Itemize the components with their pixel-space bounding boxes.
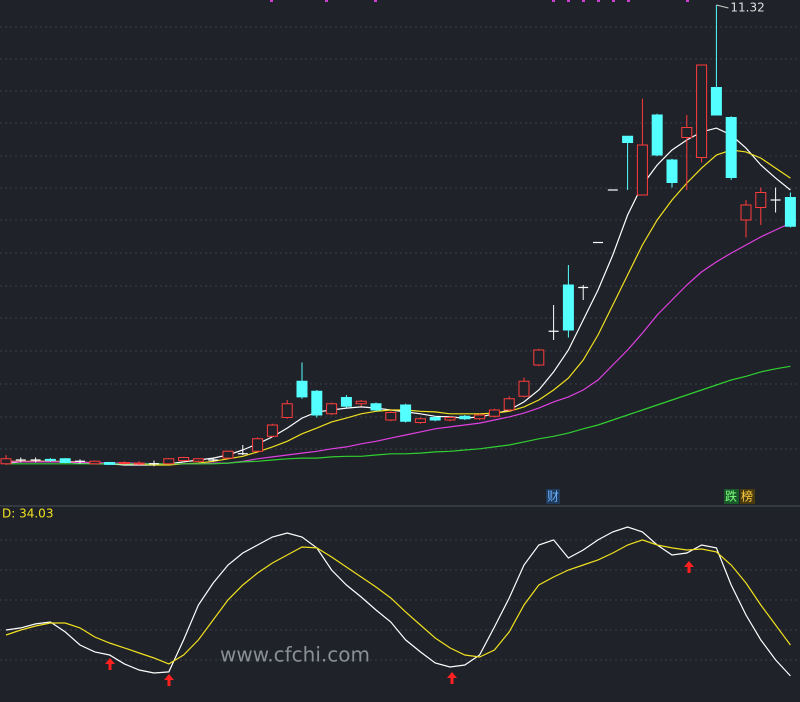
flag-box	[546, 489, 560, 504]
candle-body	[518, 380, 530, 397]
up-arrow	[105, 658, 115, 670]
candle-body	[503, 398, 515, 411]
indicator-line	[5, 526, 791, 677]
marker	[567, 0, 570, 2]
candle-body	[59, 458, 71, 463]
marker	[270, 0, 273, 2]
candle-body	[488, 409, 500, 417]
candle-body	[562, 284, 574, 331]
candle-body	[44, 458, 56, 461]
marker	[612, 0, 615, 2]
candle-body	[666, 159, 678, 183]
candle-body	[740, 204, 752, 221]
candle-body	[266, 424, 278, 437]
candle-body	[178, 457, 190, 462]
candle-body	[133, 462, 145, 465]
signal-arrows	[105, 561, 694, 686]
flag-box	[724, 489, 739, 504]
candle-body	[192, 458, 204, 462]
candle-body	[281, 403, 293, 418]
candle-body	[622, 135, 634, 143]
candle-body	[118, 462, 130, 464]
max-label: 11.32	[730, 1, 764, 15]
watermark: www.cfchi.com	[220, 643, 370, 667]
max-pointer	[716, 4, 729, 9]
marker	[627, 0, 630, 2]
candle-body	[296, 380, 308, 398]
marker	[686, 0, 689, 2]
flag: 榜	[741, 489, 753, 504]
candle-body	[104, 462, 116, 465]
up-arrow	[164, 674, 174, 686]
grid	[0, 26, 800, 661]
candle-body	[755, 192, 767, 208]
candle-body	[222, 450, 234, 459]
candle-body	[710, 87, 722, 116]
candle-body	[784, 197, 796, 227]
candle-body	[651, 114, 663, 156]
candle-body	[89, 460, 101, 465]
candle-body	[696, 64, 708, 158]
flag: 财	[547, 490, 559, 504]
candle-body	[636, 144, 648, 196]
candle-body	[474, 414, 486, 420]
candle-body	[385, 412, 397, 421]
flag-box	[740, 489, 755, 504]
flag: 跌	[725, 489, 737, 504]
candle-body	[533, 349, 545, 366]
candle-body	[326, 403, 338, 415]
candle-body	[355, 400, 367, 405]
candle-body	[163, 458, 175, 465]
marker	[597, 0, 600, 2]
indicator-label: D: 34.03	[2, 507, 53, 521]
candle-body	[725, 117, 737, 178]
up-arrow	[684, 561, 694, 573]
top-markers	[270, 0, 689, 2]
candle-body	[429, 417, 441, 421]
up-arrow	[447, 672, 457, 684]
marker	[374, 0, 377, 2]
indicator-line	[5, 539, 791, 665]
candle-body	[444, 417, 456, 421]
candle-body	[681, 127, 693, 138]
marker	[325, 0, 328, 2]
candle-body	[311, 390, 323, 416]
candle-body	[340, 397, 352, 407]
flags: 财 跌 榜	[546, 489, 755, 504]
marker	[552, 0, 555, 2]
candle-body	[370, 403, 382, 411]
moving-average-line	[5, 127, 791, 466]
candle-body	[252, 438, 264, 452]
marker	[582, 0, 585, 2]
candle-body	[0, 458, 12, 465]
candle-body	[459, 415, 471, 420]
candle-body	[414, 418, 426, 423]
candle-body	[400, 404, 412, 422]
